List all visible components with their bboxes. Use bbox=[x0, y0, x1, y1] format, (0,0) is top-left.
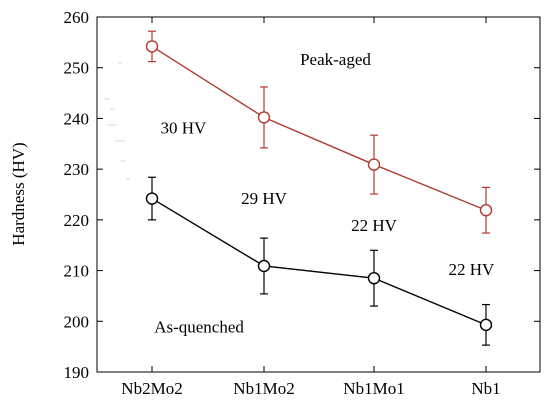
decor-streak-1 bbox=[104, 98, 110, 100]
decor-streak-2 bbox=[108, 124, 116, 126]
y-tick-label-5: 240 bbox=[64, 109, 90, 128]
x-tick-label-1: Nb1Mo2 bbox=[233, 379, 294, 398]
y-tick-label-6: 250 bbox=[64, 59, 90, 78]
axis-layer: 190 200 210 220 230 240 250 260 Nb2Mo2 Nb1Mo2 Nb1M… bbox=[64, 8, 541, 398]
x-tick-label-2: Nb1Mo1 bbox=[343, 379, 404, 398]
series-line bbox=[151, 197, 487, 326]
y-tick-label-2: 210 bbox=[64, 262, 90, 281]
plot-frame bbox=[96, 16, 541, 373]
data-point bbox=[367, 158, 381, 171]
annotation-5: As-quenched bbox=[154, 317, 244, 336]
series-as-quenched bbox=[145, 176, 493, 346]
data-point bbox=[257, 111, 271, 124]
y-axis-label: Hardness (HV) bbox=[9, 142, 28, 245]
annotation-2: 29 HV bbox=[241, 189, 288, 208]
decor-streak-4 bbox=[120, 160, 126, 162]
y-tick-label-0: 190 bbox=[64, 363, 90, 382]
y-tick-label-1: 200 bbox=[64, 312, 90, 331]
annotation-3: 22 HV bbox=[351, 216, 398, 235]
x-tick-label-0: Nb2Mo2 bbox=[121, 379, 182, 398]
series-layer bbox=[145, 30, 493, 346]
series-peak-aged bbox=[145, 30, 493, 234]
data-point bbox=[367, 271, 381, 285]
data-point bbox=[145, 40, 159, 53]
y-tick-label-7: 260 bbox=[64, 8, 90, 27]
decor-streak-3 bbox=[115, 140, 125, 142]
annotation-0: Peak-aged bbox=[300, 50, 371, 69]
x-tick-label-3: Nb1 bbox=[471, 379, 500, 398]
data-point bbox=[479, 204, 493, 217]
data-point bbox=[257, 259, 271, 273]
data-point bbox=[479, 318, 493, 332]
decor-streak-0 bbox=[118, 62, 122, 64]
y-tick-label-4: 230 bbox=[64, 160, 90, 179]
data-point bbox=[145, 192, 159, 205]
annotation-1: 30 HV bbox=[160, 119, 207, 138]
series-line bbox=[151, 45, 487, 211]
y-tick-label-3: 220 bbox=[64, 211, 90, 230]
annotation-layer: Peak-aged 30 HV 29 HV 22 HV 22 HV As-quenched bbox=[154, 50, 495, 336]
decor-streak-6 bbox=[110, 108, 115, 110]
decorative-artifacts bbox=[104, 62, 130, 180]
decor-streak-5 bbox=[126, 178, 130, 180]
annotation-4: 22 HV bbox=[449, 260, 496, 279]
